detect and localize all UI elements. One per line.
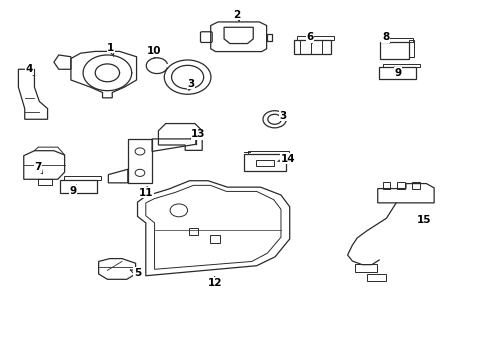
- Text: 6: 6: [306, 32, 313, 43]
- Text: 15: 15: [416, 215, 431, 225]
- Text: 7: 7: [34, 162, 42, 174]
- Text: 11: 11: [139, 187, 153, 198]
- Text: 3: 3: [187, 78, 194, 90]
- Text: 13: 13: [190, 129, 205, 139]
- Text: 14: 14: [277, 154, 295, 163]
- Text: 9: 9: [393, 67, 400, 78]
- Text: 10: 10: [147, 46, 162, 57]
- Text: 8: 8: [381, 32, 389, 43]
- Text: 1: 1: [107, 43, 114, 56]
- Text: 12: 12: [208, 277, 222, 288]
- Text: 3: 3: [279, 111, 286, 121]
- Text: 5: 5: [130, 268, 141, 278]
- Text: 2: 2: [233, 10, 240, 21]
- Text: 4: 4: [26, 64, 34, 76]
- Text: 9: 9: [70, 185, 77, 196]
